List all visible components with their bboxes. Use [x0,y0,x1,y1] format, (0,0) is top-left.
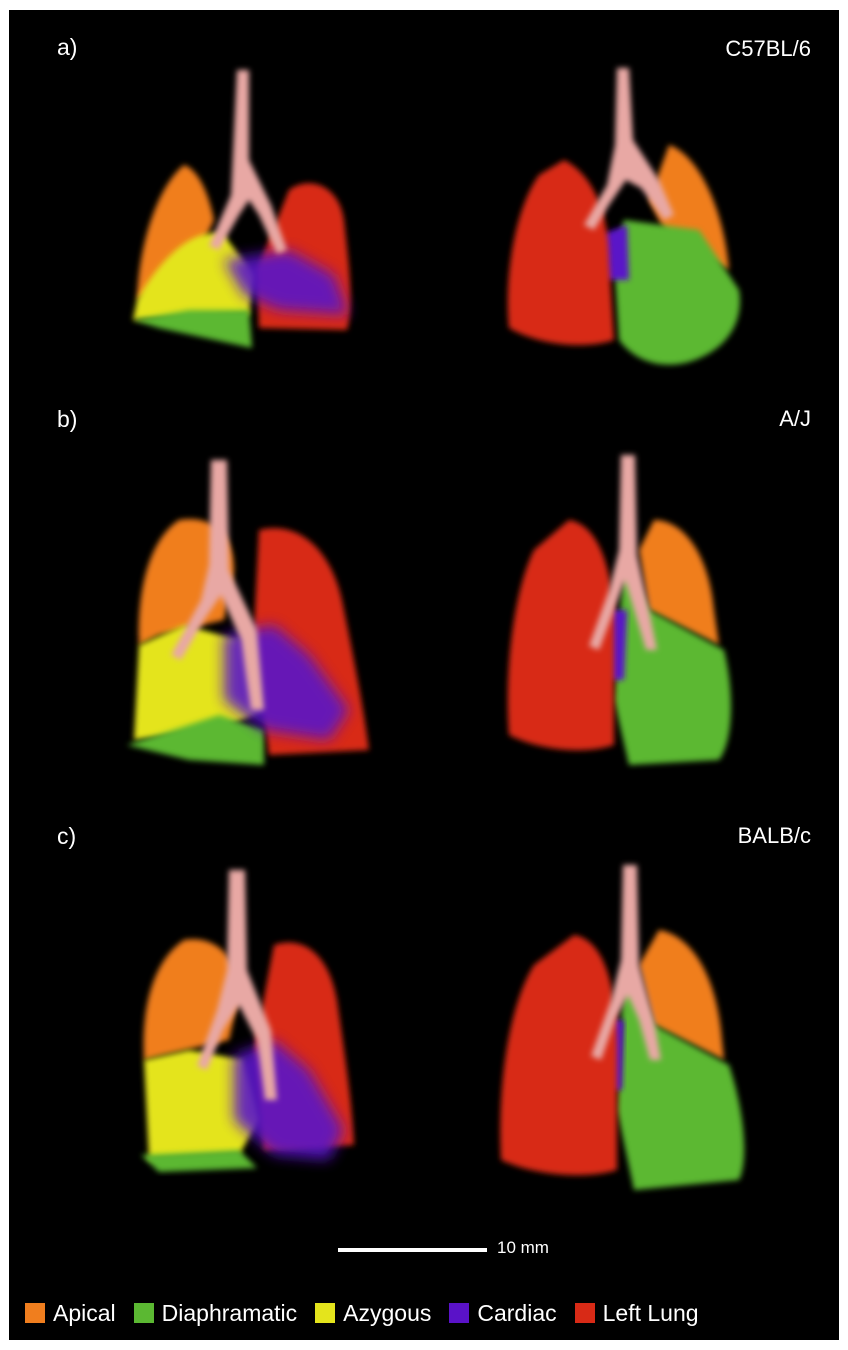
cardiac-lobe [224,250,349,315]
legend: Apical Diaphramatic Azygous Cardiac Left… [9,1296,839,1330]
panel-b-ventral-view [127,460,369,765]
lung-renderings [127,68,745,1190]
left-lung [507,160,614,346]
panel-a-label: a) [57,34,78,60]
panel-b-strain-label: A/J [779,406,811,431]
panel-c-dorsal-view [500,865,745,1190]
trachea-bronchi [584,68,674,230]
apical-lobe [639,930,724,1060]
panel-b-label: b) [57,406,78,432]
apical-lobe [137,165,214,300]
azygous-lobe [133,233,254,320]
left-lung [500,935,617,1176]
legend-label: Diaphramatic [161,1300,298,1326]
panel-c-strain-label: BALB/c [737,823,811,848]
panel-b-dorsal-view [507,455,731,765]
legend-item-cardiac: Cardiac [449,1300,557,1326]
diaphramatic-lobe [614,220,740,365]
diaphramatic-lobe [127,715,264,765]
azygous-lobe [144,1050,259,1160]
trachea-bronchi [589,455,657,650]
trachea-bronchi [197,870,277,1100]
legend-label: Cardiac [477,1300,557,1326]
panel-a-strain-label: C57BL/6 [725,36,811,61]
trachea-bronchi [171,460,264,710]
scale-bar [338,1248,487,1252]
legend-label: Apical [53,1300,116,1326]
legend-swatch [449,1303,470,1323]
legend-label: Left Lung [602,1300,699,1326]
legend-item-diaphramatic: Diaphramatic [133,1300,298,1326]
diaphramatic-lobe [141,1150,257,1172]
legend-item-azygous: Azygous [315,1300,431,1326]
trachea-bronchi [209,70,287,254]
trachea-bronchi [591,865,661,1060]
left-lung [507,520,614,751]
legend-swatch [574,1303,595,1323]
panel-c-label: c) [57,823,77,849]
apical-lobe [639,520,719,645]
legend-swatch [133,1303,154,1323]
legend-swatch [25,1303,45,1323]
legend-item-apical: Apical [25,1300,116,1326]
legend-label: Azygous [343,1300,432,1326]
legend-swatch [315,1303,336,1323]
panel-a-ventral-view [133,70,351,348]
panel-c-ventral-view [141,870,354,1172]
diaphramatic-lobe [133,310,252,348]
scale-bar-label: 10 mm [497,1238,549,1257]
panel-a-dorsal-view [507,68,740,365]
lung-lobe-figure: a) C57BL/6 b) A/J c) BALB/c 10 mm Apical… [9,10,839,1340]
legend-item-left-lung: Left Lung [574,1300,699,1326]
